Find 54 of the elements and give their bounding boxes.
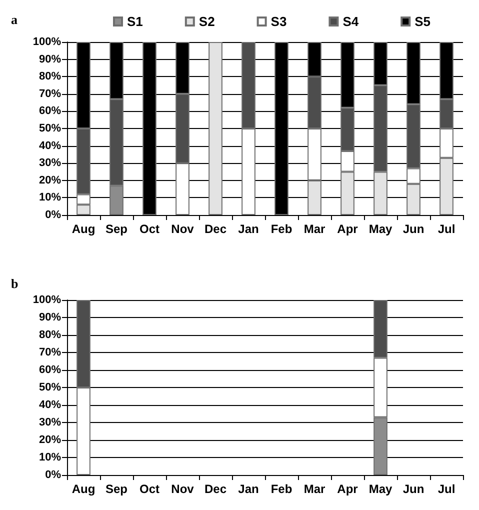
chart-title: b bbox=[11, 276, 18, 291]
x-tick-label: Nov bbox=[171, 222, 194, 236]
bar bbox=[208, 42, 222, 215]
y-tick-label: 10% bbox=[38, 452, 62, 464]
y-tick-label: 90% bbox=[38, 312, 62, 324]
x-tick-label: May bbox=[368, 482, 392, 496]
x-tick-label: Jan bbox=[238, 222, 259, 236]
chart-title: a bbox=[11, 12, 18, 27]
legend-label: S3 bbox=[270, 14, 287, 29]
y-tick-label: 0% bbox=[45, 209, 62, 221]
x-tick-label: Aug bbox=[72, 222, 96, 236]
x-tick-label: Sep bbox=[105, 482, 128, 496]
legend-label: S4 bbox=[342, 14, 360, 29]
y-tick-label: 60% bbox=[38, 105, 62, 118]
x-tick-label: Apr bbox=[337, 482, 358, 496]
legend-label: S1 bbox=[127, 14, 143, 29]
y-tick-label: 100% bbox=[32, 294, 62, 306]
y-tick-label: 80% bbox=[38, 329, 62, 341]
x-tick-label: Jun bbox=[402, 482, 424, 496]
y-tick-label: 90% bbox=[38, 53, 62, 66]
x-tick-label: Jul bbox=[438, 222, 456, 236]
x-tick-label: Nov bbox=[171, 482, 194, 496]
y-tick-label: 80% bbox=[38, 70, 62, 83]
y-tick-label: 70% bbox=[38, 88, 62, 100]
y-tick-label: 60% bbox=[38, 364, 62, 376]
y-tick-label: 70% bbox=[38, 346, 62, 358]
legend-label: S2 bbox=[198, 14, 215, 29]
y-tick-label: 30% bbox=[38, 416, 62, 428]
x-tick-label: Mar bbox=[304, 482, 326, 496]
y-tick-label: 30% bbox=[38, 157, 62, 170]
x-tick-label: Dec bbox=[204, 222, 227, 236]
x-tick-label: Apr bbox=[337, 222, 358, 236]
x-tick-label: Feb bbox=[270, 222, 292, 236]
x-tick-label: Dec bbox=[204, 482, 227, 496]
y-tick-label: 40% bbox=[38, 399, 62, 411]
x-tick-label: Feb bbox=[270, 482, 292, 496]
y-tick-label: 50% bbox=[38, 382, 62, 394]
y-tick-label: 10% bbox=[38, 192, 62, 204]
x-tick-label: Jul bbox=[438, 482, 456, 496]
x-tick-label: Oct bbox=[139, 482, 160, 496]
y-tick-label: 40% bbox=[38, 140, 62, 152]
x-tick-label: Jun bbox=[402, 222, 424, 236]
legend-label: S5 bbox=[414, 14, 431, 29]
x-tick-label: May bbox=[368, 222, 392, 236]
x-tick-label: Oct bbox=[139, 222, 160, 236]
x-tick-label: Mar bbox=[304, 222, 326, 236]
y-tick-label: 20% bbox=[38, 174, 62, 186]
x-tick-label: Jan bbox=[238, 482, 259, 496]
x-tick-label: Sep bbox=[105, 222, 128, 236]
y-tick-label: 0% bbox=[45, 469, 62, 481]
y-tick-label: 100% bbox=[32, 36, 62, 48]
y-tick-label: 50% bbox=[38, 122, 62, 134]
x-tick-label: Aug bbox=[72, 482, 96, 496]
y-tick-label: 20% bbox=[38, 434, 62, 446]
